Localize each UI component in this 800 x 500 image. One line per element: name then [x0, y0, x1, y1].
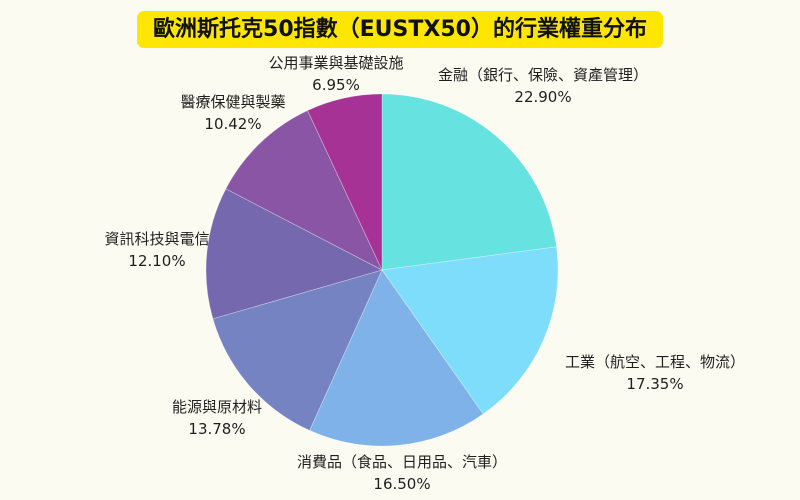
slice-label-utilities: 公用事業與基礎設施 6.95%	[268, 52, 403, 96]
pie-slice-1	[381, 246, 559, 415]
pie-slice-2	[309, 269, 484, 447]
slice-label-industry: 工業（航空、工程、物流） 17.35%	[565, 351, 745, 395]
slice-label-text: 醫療保健與製藥	[180, 93, 286, 111]
slice-label-pct: 12.10%	[128, 252, 186, 270]
pie-slice-4	[205, 188, 384, 320]
slice-label-text: 消費品（食品、日用品、汽車）	[296, 453, 508, 471]
slice-label-tech: 資訊科技與電信 12.10%	[104, 228, 209, 272]
pie-slice-6	[307, 93, 383, 271]
slice-label-pct: 13.78%	[188, 420, 246, 438]
slice-label-text: 金融（銀行、保險、資產管理）	[437, 66, 649, 84]
slice-label-pct: 17.35%	[626, 375, 684, 393]
slice-label-energy: 能源與原材料 13.78%	[172, 396, 262, 440]
slice-label-text: 能源與原材料	[171, 398, 263, 416]
slice-label-pct: 22.90%	[514, 88, 572, 106]
slice-label-finance: 金融（銀行、保險、資產管理） 22.90%	[438, 64, 648, 108]
pie-slice-5	[225, 109, 383, 271]
slice-label-text: 工業（航空、工程、物流）	[564, 353, 746, 371]
slice-label-healthcare: 醫療保健與製藥 10.42%	[180, 91, 285, 135]
slice-label-pct: 6.95%	[312, 76, 360, 94]
slice-label-text: 資訊科技與電信	[104, 230, 210, 248]
slice-label-consumer: 消費品（食品、日用品、汽車） 16.50%	[297, 451, 507, 495]
slice-label-text: 公用事業與基礎設施	[268, 54, 404, 72]
pie-slice-3	[212, 269, 383, 431]
slice-label-pct: 10.42%	[204, 115, 262, 133]
pie-slice-0	[381, 93, 557, 271]
chart-title: 歐洲斯托克50指數（EUSTX50）的行業權重分布	[137, 11, 663, 48]
slice-label-pct: 16.50%	[373, 475, 431, 493]
